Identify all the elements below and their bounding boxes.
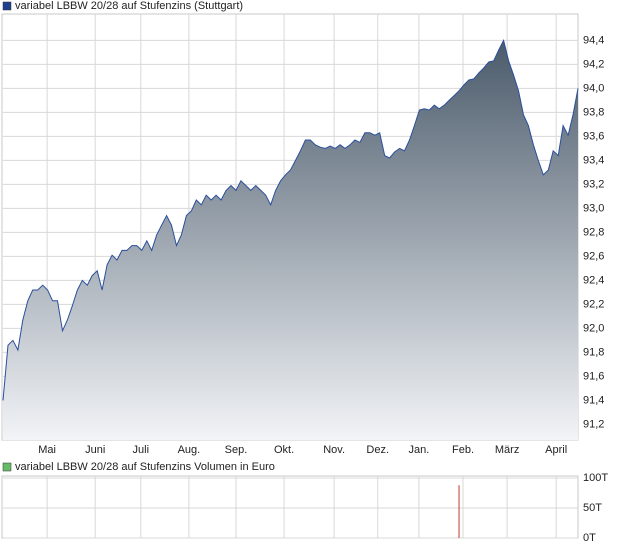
- price-line: [2, 38, 579, 401]
- x-tick-label: Juli: [133, 444, 150, 456]
- x-tick-label: April: [545, 444, 567, 456]
- y-tick-label: 93,4: [583, 154, 604, 166]
- x-tick-label: Jan.: [408, 444, 429, 456]
- x-tick-label: Feb.: [452, 444, 474, 456]
- legend-label: variabel LBBW 20/28 auf Stufenzins Volum…: [15, 461, 275, 473]
- y-tick-label: 93,6: [583, 130, 604, 142]
- y-tick-label: 91,4: [583, 394, 604, 406]
- x-tick-label: Sep.: [225, 444, 248, 456]
- legend-label: variabel LBBW 20/28 auf Stufenzins (Stut…: [15, 0, 243, 12]
- legend-swatch: [2, 462, 12, 472]
- y-tick-label: 94,0: [583, 82, 604, 94]
- plot-frame: [1, 475, 579, 539]
- y-tick-label: 92,2: [583, 298, 604, 310]
- y-tick-label: 91,2: [583, 418, 604, 430]
- y-tick-label: 92,8: [583, 226, 604, 238]
- y-tick-label: 91,6: [583, 370, 604, 382]
- legend-swatch: [2, 1, 12, 11]
- x-tick-label: Okt.: [274, 444, 294, 456]
- y-tick-label: 92,4: [583, 274, 604, 286]
- y-tick-label: 93,0: [583, 202, 604, 214]
- y-tick-label: 91,8: [583, 346, 604, 358]
- x-tick-label: Juni: [85, 444, 105, 456]
- x-tick-label: März: [495, 444, 519, 456]
- y-tick-label: 93,2: [583, 178, 604, 190]
- y-tick-label: 100T: [583, 472, 608, 484]
- y-tick-label: 92,0: [583, 322, 604, 334]
- y-tick-label: 92,6: [583, 250, 604, 262]
- x-tick-label: Nov.: [323, 444, 345, 456]
- area-fill: [3, 40, 578, 441]
- y-tick-label: 94,4: [583, 34, 604, 46]
- x-tick-label: Aug.: [178, 444, 201, 456]
- y-tick-label: 50T: [583, 502, 602, 514]
- y-tick-label: 94,2: [583, 58, 604, 70]
- x-tick-label: Dez.: [366, 444, 389, 456]
- y-tick-label: 93,8: [583, 106, 604, 118]
- x-tick-label: Mai: [38, 444, 56, 456]
- volume-bar: [458, 485, 460, 538]
- y-tick-label: 0T: [583, 532, 596, 544]
